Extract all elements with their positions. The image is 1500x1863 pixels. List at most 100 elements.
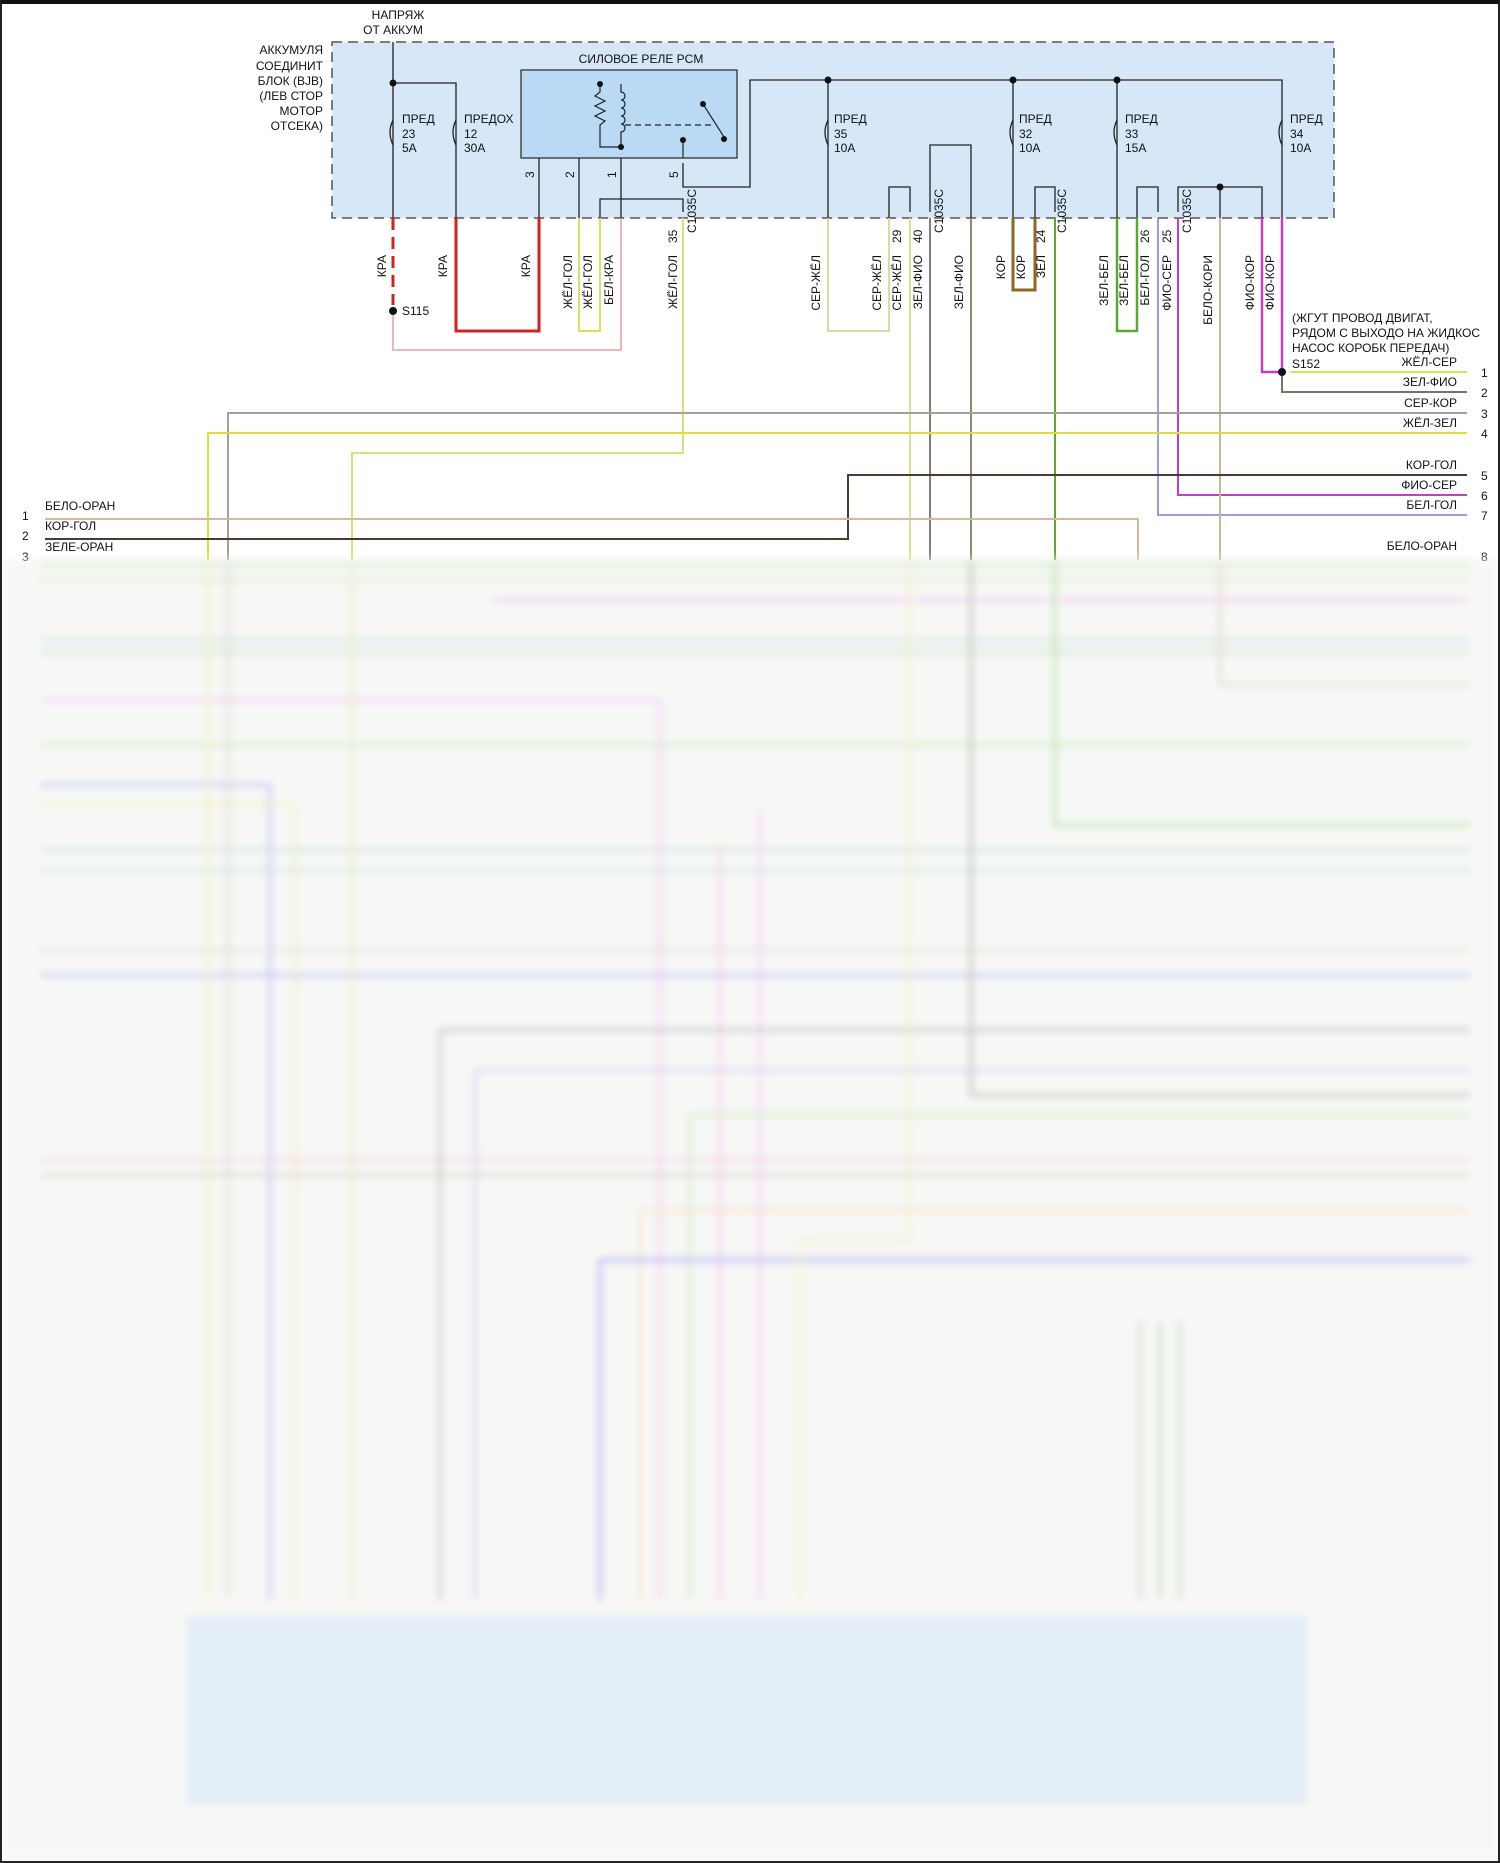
svg-text:35: 35 bbox=[666, 229, 680, 243]
svg-text:КОР: КОР bbox=[994, 255, 1008, 279]
svg-text:НАПРЯЖ: НАПРЯЖ bbox=[372, 8, 425, 22]
harness-note: (ЖГУТ ПРОВОД ДВИГАТ, РЯДОМ С ВЫХОДО НА Ж… bbox=[1292, 311, 1480, 355]
fuses bbox=[389, 119, 1283, 146]
svg-text:БЕЛО-КОРИ: БЕЛО-КОРИ bbox=[1201, 255, 1215, 325]
battery-feed-label: НАПРЯЖ ОТ АККУМ bbox=[363, 8, 424, 37]
svg-text:12: 12 bbox=[464, 127, 478, 141]
svg-text:33: 33 bbox=[1125, 127, 1139, 141]
relay-title: СИЛОВОЕ РЕЛЕ PCM bbox=[579, 52, 704, 66]
svg-text:БЕЛ-ГОЛ: БЕЛ-ГОЛ bbox=[1406, 498, 1457, 512]
svg-text:23: 23 bbox=[402, 127, 416, 141]
svg-text:ФИО-КОР: ФИО-КОР bbox=[1243, 255, 1257, 310]
svg-text:КОР-ГОЛ: КОР-ГОЛ bbox=[1406, 458, 1457, 472]
svg-text:ЗЕЛ-ФИО: ЗЕЛ-ФИО bbox=[1403, 375, 1457, 389]
svg-text:3: 3 bbox=[1481, 407, 1488, 421]
svg-text:ЗЕЛ-БЕЛ: ЗЕЛ-БЕЛ bbox=[1097, 255, 1111, 306]
svg-text:ФИО-СЕР: ФИО-СЕР bbox=[1401, 478, 1457, 492]
svg-text:ПРЕД: ПРЕД bbox=[1125, 112, 1158, 126]
svg-text:АККУМУЛЯ: АККУМУЛЯ bbox=[259, 43, 323, 57]
blurred-lower-section bbox=[0, 557, 1500, 1861]
svg-text:СОЕДИНИТ: СОЕДИНИТ bbox=[256, 59, 324, 73]
svg-text:ЖЁЛ-ГОЛ: ЖЁЛ-ГОЛ bbox=[581, 255, 595, 309]
svg-text:ПРЕДОХ: ПРЕДОХ bbox=[464, 112, 514, 126]
pcm-power-relay bbox=[520, 69, 738, 159]
svg-text:ЗЕЛ: ЗЕЛ bbox=[1034, 255, 1048, 278]
svg-text:34: 34 bbox=[1290, 127, 1304, 141]
svg-text:1: 1 bbox=[605, 171, 619, 178]
svg-text:БЕЛО-ОРАН: БЕЛО-ОРАН bbox=[1387, 539, 1457, 553]
svg-text:4: 4 bbox=[1481, 427, 1488, 441]
svg-text:2: 2 bbox=[22, 529, 29, 543]
svg-text:СЕР-ЖЁЛ: СЕР-ЖЁЛ bbox=[870, 255, 884, 311]
svg-text:БЕЛ-ГОЛ: БЕЛ-ГОЛ bbox=[1138, 255, 1152, 306]
svg-text:24: 24 bbox=[1034, 229, 1048, 243]
svg-text:7: 7 bbox=[1481, 509, 1488, 523]
svg-text:КРА: КРА bbox=[519, 255, 533, 277]
bjb-module bbox=[331, 41, 1335, 219]
svg-text:ПРЕД: ПРЕД bbox=[1019, 112, 1052, 126]
splice-s115 bbox=[389, 307, 397, 315]
svg-text:ОТ АККУМ: ОТ АККУМ bbox=[363, 23, 423, 37]
svg-text:ЖЁЛ-СЕР: ЖЁЛ-СЕР bbox=[1401, 355, 1457, 369]
svg-text:БЕЛО-ОРАН: БЕЛО-ОРАН bbox=[45, 499, 115, 513]
svg-text:30A: 30A bbox=[464, 141, 485, 155]
svg-text:35: 35 bbox=[834, 127, 848, 141]
svg-text:(ЖГУТ ПРОВОД ДВИГАТ,: (ЖГУТ ПРОВОД ДВИГАТ, bbox=[1292, 311, 1433, 325]
right-connector: ЖЁЛ-СЕР 1 ЗЕЛ-ФИО 2 СЕР-КОР 3 ЖЁЛ-ЗЕЛ 4 КОР-… bbox=[1387, 355, 1488, 564]
wire-color-labels: КРА КРА КРА ЖЁЛ-ГОЛ ЖЁЛ-ГОЛ БЕЛ-КРА ЖЁЛ-… bbox=[375, 189, 1277, 325]
svg-text:СЕР-КОР: СЕР-КОР bbox=[1404, 396, 1457, 410]
junction-dots bbox=[389, 76, 1224, 191]
svg-text:ПРЕД: ПРЕД bbox=[402, 112, 435, 126]
svg-text:СЕР-ЖЁЛ: СЕР-ЖЁЛ bbox=[890, 255, 904, 311]
svg-text:ЗЕЛЕ-ОРАН: ЗЕЛЕ-ОРАН bbox=[45, 540, 113, 554]
svg-text:1: 1 bbox=[1481, 366, 1488, 380]
svg-text:КОР: КОР bbox=[1014, 255, 1028, 279]
svg-text:НАСОС КОРОБК ПЕРЕДАЧ): НАСОС КОРОБК ПЕРЕДАЧ) bbox=[1292, 341, 1449, 355]
svg-text:1: 1 bbox=[22, 509, 29, 523]
svg-text:5A: 5A bbox=[402, 141, 417, 155]
svg-text:РЯДОМ С ВЫХОДО НА ЖИДКОС: РЯДОМ С ВЫХОДО НА ЖИДКОС bbox=[1292, 326, 1480, 340]
splice-s115-label: S115 bbox=[402, 304, 429, 318]
connector-pin-numbers: 35 29 40 24 26 25 bbox=[666, 229, 1174, 243]
svg-text:15A: 15A bbox=[1125, 141, 1146, 155]
external-wires bbox=[45, 218, 1467, 560]
svg-text:(ЛЕВ СТОР: (ЛЕВ СТОР bbox=[259, 89, 323, 103]
svg-text:6: 6 bbox=[1481, 489, 1488, 503]
svg-text:5: 5 bbox=[1481, 469, 1488, 483]
svg-text:10A: 10A bbox=[1290, 141, 1311, 155]
svg-text:ЖЁЛ-ЗЕЛ: ЖЁЛ-ЗЕЛ bbox=[1403, 416, 1457, 430]
svg-text:БЛОК (BJB): БЛОК (BJB) bbox=[258, 74, 323, 88]
svg-text:10A: 10A bbox=[834, 141, 855, 155]
svg-text:ПРЕД: ПРЕД bbox=[834, 112, 867, 126]
svg-text:ЖЁЛ-ГОЛ: ЖЁЛ-ГОЛ bbox=[561, 255, 575, 309]
svg-text:КРА: КРА bbox=[375, 255, 389, 277]
relay-coil-icon bbox=[593, 84, 725, 158]
svg-text:3: 3 bbox=[523, 171, 537, 178]
svg-text:25: 25 bbox=[1160, 229, 1174, 243]
svg-text:ФИО-КОР: ФИО-КОР bbox=[1263, 255, 1277, 310]
relay-pin-numbers: 3 2 1 5 bbox=[523, 171, 681, 178]
svg-text:40: 40 bbox=[911, 229, 925, 243]
svg-text:БЕЛ-КРА: БЕЛ-КРА bbox=[602, 255, 616, 305]
svg-text:КОР-ГОЛ: КОР-ГОЛ bbox=[45, 519, 96, 533]
svg-text:СЕР-ЖЁЛ: СЕР-ЖЁЛ bbox=[809, 255, 823, 311]
svg-text:2: 2 bbox=[1481, 386, 1488, 400]
svg-text:C1035C: C1035C bbox=[685, 189, 699, 233]
svg-text:32: 32 bbox=[1019, 127, 1033, 141]
svg-text:29: 29 bbox=[890, 229, 904, 243]
svg-text:C1035C: C1035C bbox=[1055, 189, 1069, 233]
svg-text:10A: 10A bbox=[1019, 141, 1040, 155]
svg-text:C1035C: C1035C bbox=[932, 189, 946, 233]
svg-text:ЗЕЛ-ФИО: ЗЕЛ-ФИО bbox=[911, 255, 925, 309]
svg-text:ПРЕД: ПРЕД bbox=[1290, 112, 1323, 126]
splice-s152 bbox=[1278, 368, 1286, 376]
svg-text:ЗЕЛ-БЕЛ: ЗЕЛ-БЕЛ bbox=[1117, 255, 1131, 306]
svg-text:ЗЕЛ-ФИО: ЗЕЛ-ФИО bbox=[952, 255, 966, 309]
svg-text:5: 5 bbox=[667, 171, 681, 178]
svg-text:C1035C: C1035C bbox=[1180, 189, 1194, 233]
svg-text:26: 26 bbox=[1138, 229, 1152, 243]
svg-text:ФИО-СЕР: ФИО-СЕР bbox=[1160, 255, 1174, 311]
